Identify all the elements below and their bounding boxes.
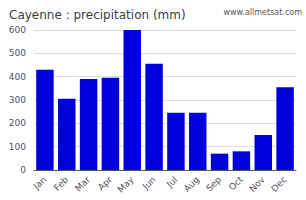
svg-text:300: 300 [9, 95, 26, 105]
svg-text:Jan: Jan [31, 174, 49, 192]
svg-text:100: 100 [9, 142, 26, 152]
svg-text:Cayenne : precipitation (mm): Cayenne : precipitation (mm) [9, 8, 186, 22]
svg-text:Feb: Feb [52, 174, 71, 193]
svg-text:600: 600 [9, 25, 26, 35]
svg-text:500: 500 [9, 48, 26, 58]
svg-text:www.allmetsat.com: www.allmetsat.com [224, 8, 303, 17]
svg-text:Oct: Oct [227, 174, 245, 192]
svg-text:200: 200 [9, 118, 26, 128]
svg-text:Nov: Nov [247, 174, 267, 194]
svg-text:Jul: Jul [164, 174, 179, 189]
svg-text:0: 0 [20, 165, 26, 175]
svg-text:Dec: Dec [269, 174, 288, 193]
svg-text:Apr: Apr [96, 174, 114, 192]
svg-text:Aug: Aug [182, 174, 201, 193]
svg-text:Sep: Sep [204, 174, 223, 193]
svg-text:400: 400 [9, 72, 26, 82]
svg-text:Jun: Jun [140, 174, 158, 192]
svg-text:May: May [116, 174, 137, 195]
svg-text:Mar: Mar [73, 174, 92, 193]
